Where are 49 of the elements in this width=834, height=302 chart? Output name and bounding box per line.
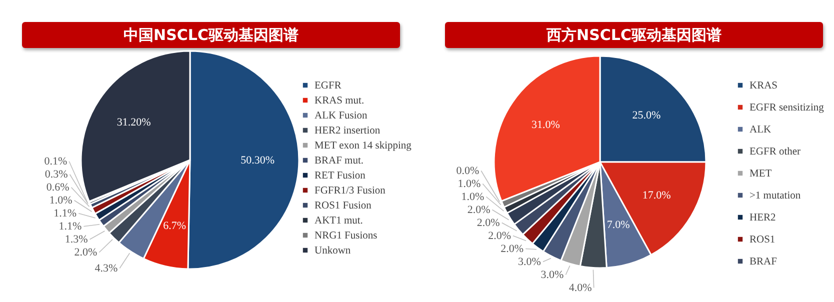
data-label: 2.0%: [74, 246, 98, 258]
data-label: 1.1%: [54, 207, 77, 220]
legend-label: ROS1 Fusion: [314, 200, 372, 212]
legend-label: KRAS mut.: [314, 95, 364, 106]
data-label: 0.3%: [44, 168, 68, 180]
legend-label: HER2 insertion: [314, 125, 381, 136]
legend-label: RET Fusion: [314, 170, 366, 182]
data-label: 2.0%: [467, 204, 490, 216]
data-label: 4.3%: [94, 262, 118, 274]
legend-label: Unkown: [314, 245, 352, 256]
legend-label: EGFR: [314, 80, 342, 92]
legend-label: MET: [750, 168, 772, 180]
data-label: 0.6%: [46, 181, 70, 194]
legend-label: EGFR other: [750, 146, 802, 158]
legend-label: BRAF: [750, 256, 778, 268]
legend-label: BRAF mut.: [314, 155, 364, 166]
data-label: 3.0%: [518, 256, 541, 268]
data-label: 17.0%: [642, 189, 671, 202]
data-label: 6.7%: [163, 220, 186, 232]
legend-label: AKT1 mut.: [314, 215, 363, 226]
data-label: 4.0%: [568, 282, 592, 294]
data-label: 3.0%: [540, 268, 564, 281]
legend-label: FGFR1/3 Fusion: [314, 185, 386, 196]
data-label: 0.1%: [44, 155, 68, 168]
data-label: 1.0%: [461, 190, 484, 203]
data-label: 1.0%: [49, 194, 72, 206]
legend-label: HER2: [750, 212, 776, 224]
data-label: 31.0%: [531, 119, 560, 132]
data-label: 1.3%: [64, 233, 88, 246]
legend-label: ROS1: [750, 234, 776, 246]
legend-label: MET exon 14 skipping: [314, 140, 412, 152]
data-label: 1.1%: [58, 220, 82, 232]
data-label: 7.0%: [606, 219, 630, 232]
data-label: 1.0%: [458, 178, 481, 190]
data-label: 2.0%: [476, 216, 500, 229]
chart-title: 中国NSCLC驱动基因图谱: [22, 22, 400, 48]
data-label: 2.0%: [500, 242, 524, 255]
data-label: 2.0%: [488, 230, 512, 242]
legend-label: NRG1 Fusions: [314, 230, 378, 242]
legend-label: KRAS: [750, 80, 778, 92]
legend-label: >1 mutation: [750, 190, 802, 202]
data-label: 31.20%: [116, 116, 151, 128]
data-label: 50.30%: [240, 154, 275, 167]
text: 0.0%: [456, 164, 480, 177]
chart-title: 西方NSCLC驱动基因图谱: [445, 22, 823, 48]
legend-label: ALK: [750, 124, 772, 136]
legend-label: EGFR sensitizing: [750, 102, 825, 114]
legend-label: ALK Fusion: [314, 110, 368, 122]
data-label: 25.0%: [632, 110, 661, 122]
